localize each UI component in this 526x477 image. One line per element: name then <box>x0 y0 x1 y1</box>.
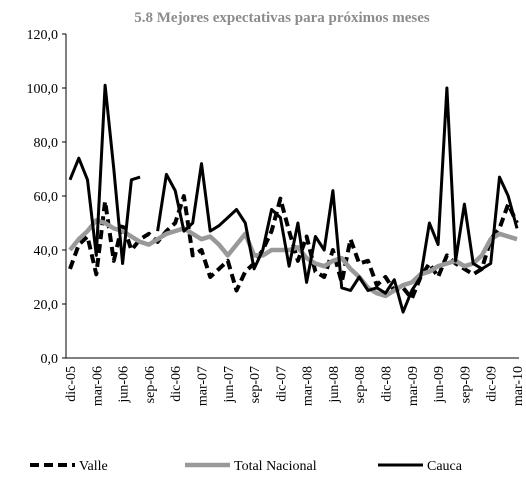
x-tick-label: dic-09 <box>485 366 500 402</box>
y-tick-label: 40,0 <box>34 244 59 259</box>
y-tick-label: 80,0 <box>34 136 59 151</box>
x-tick-label: mar-07 <box>195 366 210 406</box>
x-tick-label: sep-08 <box>353 366 368 403</box>
x-tick-label: sep-07 <box>248 366 263 403</box>
series-line <box>68 218 518 299</box>
x-tick-label: mar-09 <box>406 366 421 406</box>
y-tick-label: 100,0 <box>27 82 59 97</box>
x-tick-label: mar-08 <box>301 366 316 406</box>
x-tick-label: jun-07 <box>222 366 237 404</box>
legend-label: Valle <box>79 459 108 474</box>
x-tick-label: mar-10 <box>511 366 526 406</box>
chart-title: 5.8 Mejores expectativas para próximos m… <box>134 10 430 26</box>
x-tick-label: dic-05 <box>64 366 79 402</box>
x-tick-label: dic-06 <box>169 366 184 402</box>
x-tick-label: mar-06 <box>90 366 105 406</box>
x-tick-label: dic-07 <box>274 366 289 402</box>
y-tick-label: 60,0 <box>34 190 59 205</box>
legend-label: Total Nacional <box>234 459 317 474</box>
x-tick-label: dic-08 <box>380 366 395 402</box>
series-line <box>68 83 519 314</box>
x-tick-label: sep-06 <box>143 366 158 403</box>
x-tick-label: jun-09 <box>432 366 447 404</box>
legend-label: Cauca <box>427 459 463 474</box>
x-tick-label: jun-08 <box>327 366 342 404</box>
y-tick-label: 20,0 <box>34 298 59 313</box>
x-tick-label: jun-06 <box>117 366 132 404</box>
x-tick-label: sep-09 <box>458 366 473 403</box>
y-tick-label: 120,0 <box>27 28 59 43</box>
y-tick-label: 0,0 <box>41 352 59 367</box>
